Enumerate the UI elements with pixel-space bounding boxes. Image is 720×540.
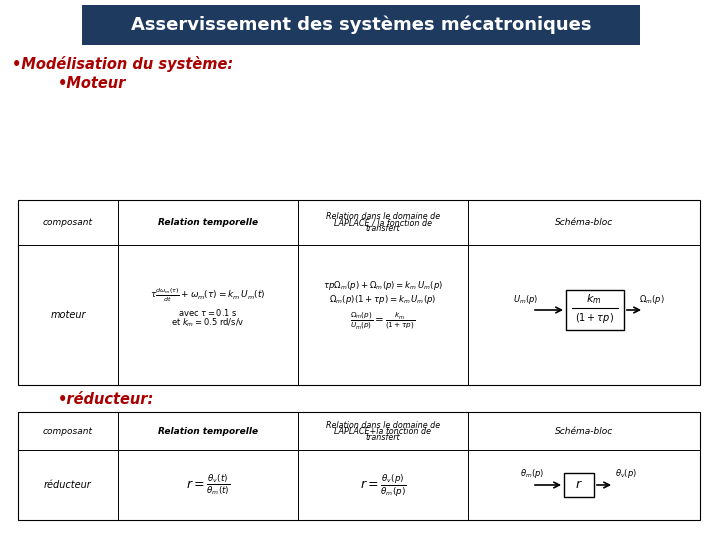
Text: $r$: $r$ xyxy=(575,478,583,491)
Text: $\tau p\Omega_m(p) + \Omega_m(p) = k_m\,U_m(p)$: $\tau p\Omega_m(p) + \Omega_m(p) = k_m\,… xyxy=(323,279,443,292)
Text: $\Omega_m(p)$: $\Omega_m(p)$ xyxy=(639,294,665,307)
Text: $r = \frac{\theta_v(t)}{\theta_m(t)}$: $r = \frac{\theta_v(t)}{\theta_m(t)}$ xyxy=(186,472,230,497)
Text: •réducteur:: •réducteur: xyxy=(58,393,154,408)
Text: $\frac{\Omega_m(p)}{U_m(p)} = \frac{k_m}{(1 + \tau p)}$: $\frac{\Omega_m(p)}{U_m(p)} = \frac{k_m}… xyxy=(351,310,415,332)
Text: LAPLACE / la fonction de: LAPLACE / la fonction de xyxy=(334,218,432,227)
Text: $\tau\frac{d\omega_m(\tau)}{dt} + \omega_m(\tau) = k_m\,U_m(t)$: $\tau\frac{d\omega_m(\tau)}{dt} + \omega… xyxy=(150,286,266,304)
Bar xyxy=(18,200,700,385)
Text: moteur: moteur xyxy=(50,310,86,320)
Text: Relation temporelle: Relation temporelle xyxy=(158,218,258,227)
Text: •Moteur: •Moteur xyxy=(58,77,127,91)
Bar xyxy=(18,412,700,520)
Text: Relation dans le domaine de: Relation dans le domaine de xyxy=(326,212,440,221)
Text: $\theta_v(p)$: $\theta_v(p)$ xyxy=(615,468,637,481)
Text: transfert: transfert xyxy=(366,434,400,442)
Bar xyxy=(564,473,594,497)
Bar xyxy=(82,5,640,45)
Text: et $k_m = 0.5$ rd/s/v: et $k_m = 0.5$ rd/s/v xyxy=(171,317,245,329)
Text: LAPLACE+la fonction de: LAPLACE+la fonction de xyxy=(335,428,431,436)
Text: Relation temporelle: Relation temporelle xyxy=(158,427,258,435)
Text: réducteur: réducteur xyxy=(44,480,92,490)
Bar xyxy=(566,290,624,330)
Text: composant: composant xyxy=(43,218,93,227)
Text: $U_m(p)$: $U_m(p)$ xyxy=(513,294,539,307)
Text: $k_m$: $k_m$ xyxy=(586,292,602,306)
Text: composant: composant xyxy=(43,427,93,435)
Text: Asservissement des systèmes mécatroniques: Asservissement des systèmes mécatronique… xyxy=(131,16,591,34)
Text: Relation dans le domaine de: Relation dans le domaine de xyxy=(326,422,440,430)
Text: $\Omega_m(p)(1 + \tau p) = k_m\,U_m(p)$: $\Omega_m(p)(1 + \tau p) = k_m\,U_m(p)$ xyxy=(329,293,437,306)
Text: $(1 + \tau p)$: $(1 + \tau p)$ xyxy=(575,311,613,325)
Text: $r = \frac{\theta_v(p)}{\theta_m(p)}$: $r = \frac{\theta_v(p)}{\theta_m(p)}$ xyxy=(360,472,406,498)
Text: transfert: transfert xyxy=(366,224,400,233)
Text: $\theta_m(p)$: $\theta_m(p)$ xyxy=(520,468,544,481)
Text: •Modélisation du système:: •Modélisation du système: xyxy=(12,56,233,72)
Text: Schéma-bloc: Schéma-bloc xyxy=(555,427,613,435)
Text: avec $\tau = 0.1$ s: avec $\tau = 0.1$ s xyxy=(178,307,238,319)
Text: Schéma-bloc: Schéma-bloc xyxy=(555,218,613,227)
